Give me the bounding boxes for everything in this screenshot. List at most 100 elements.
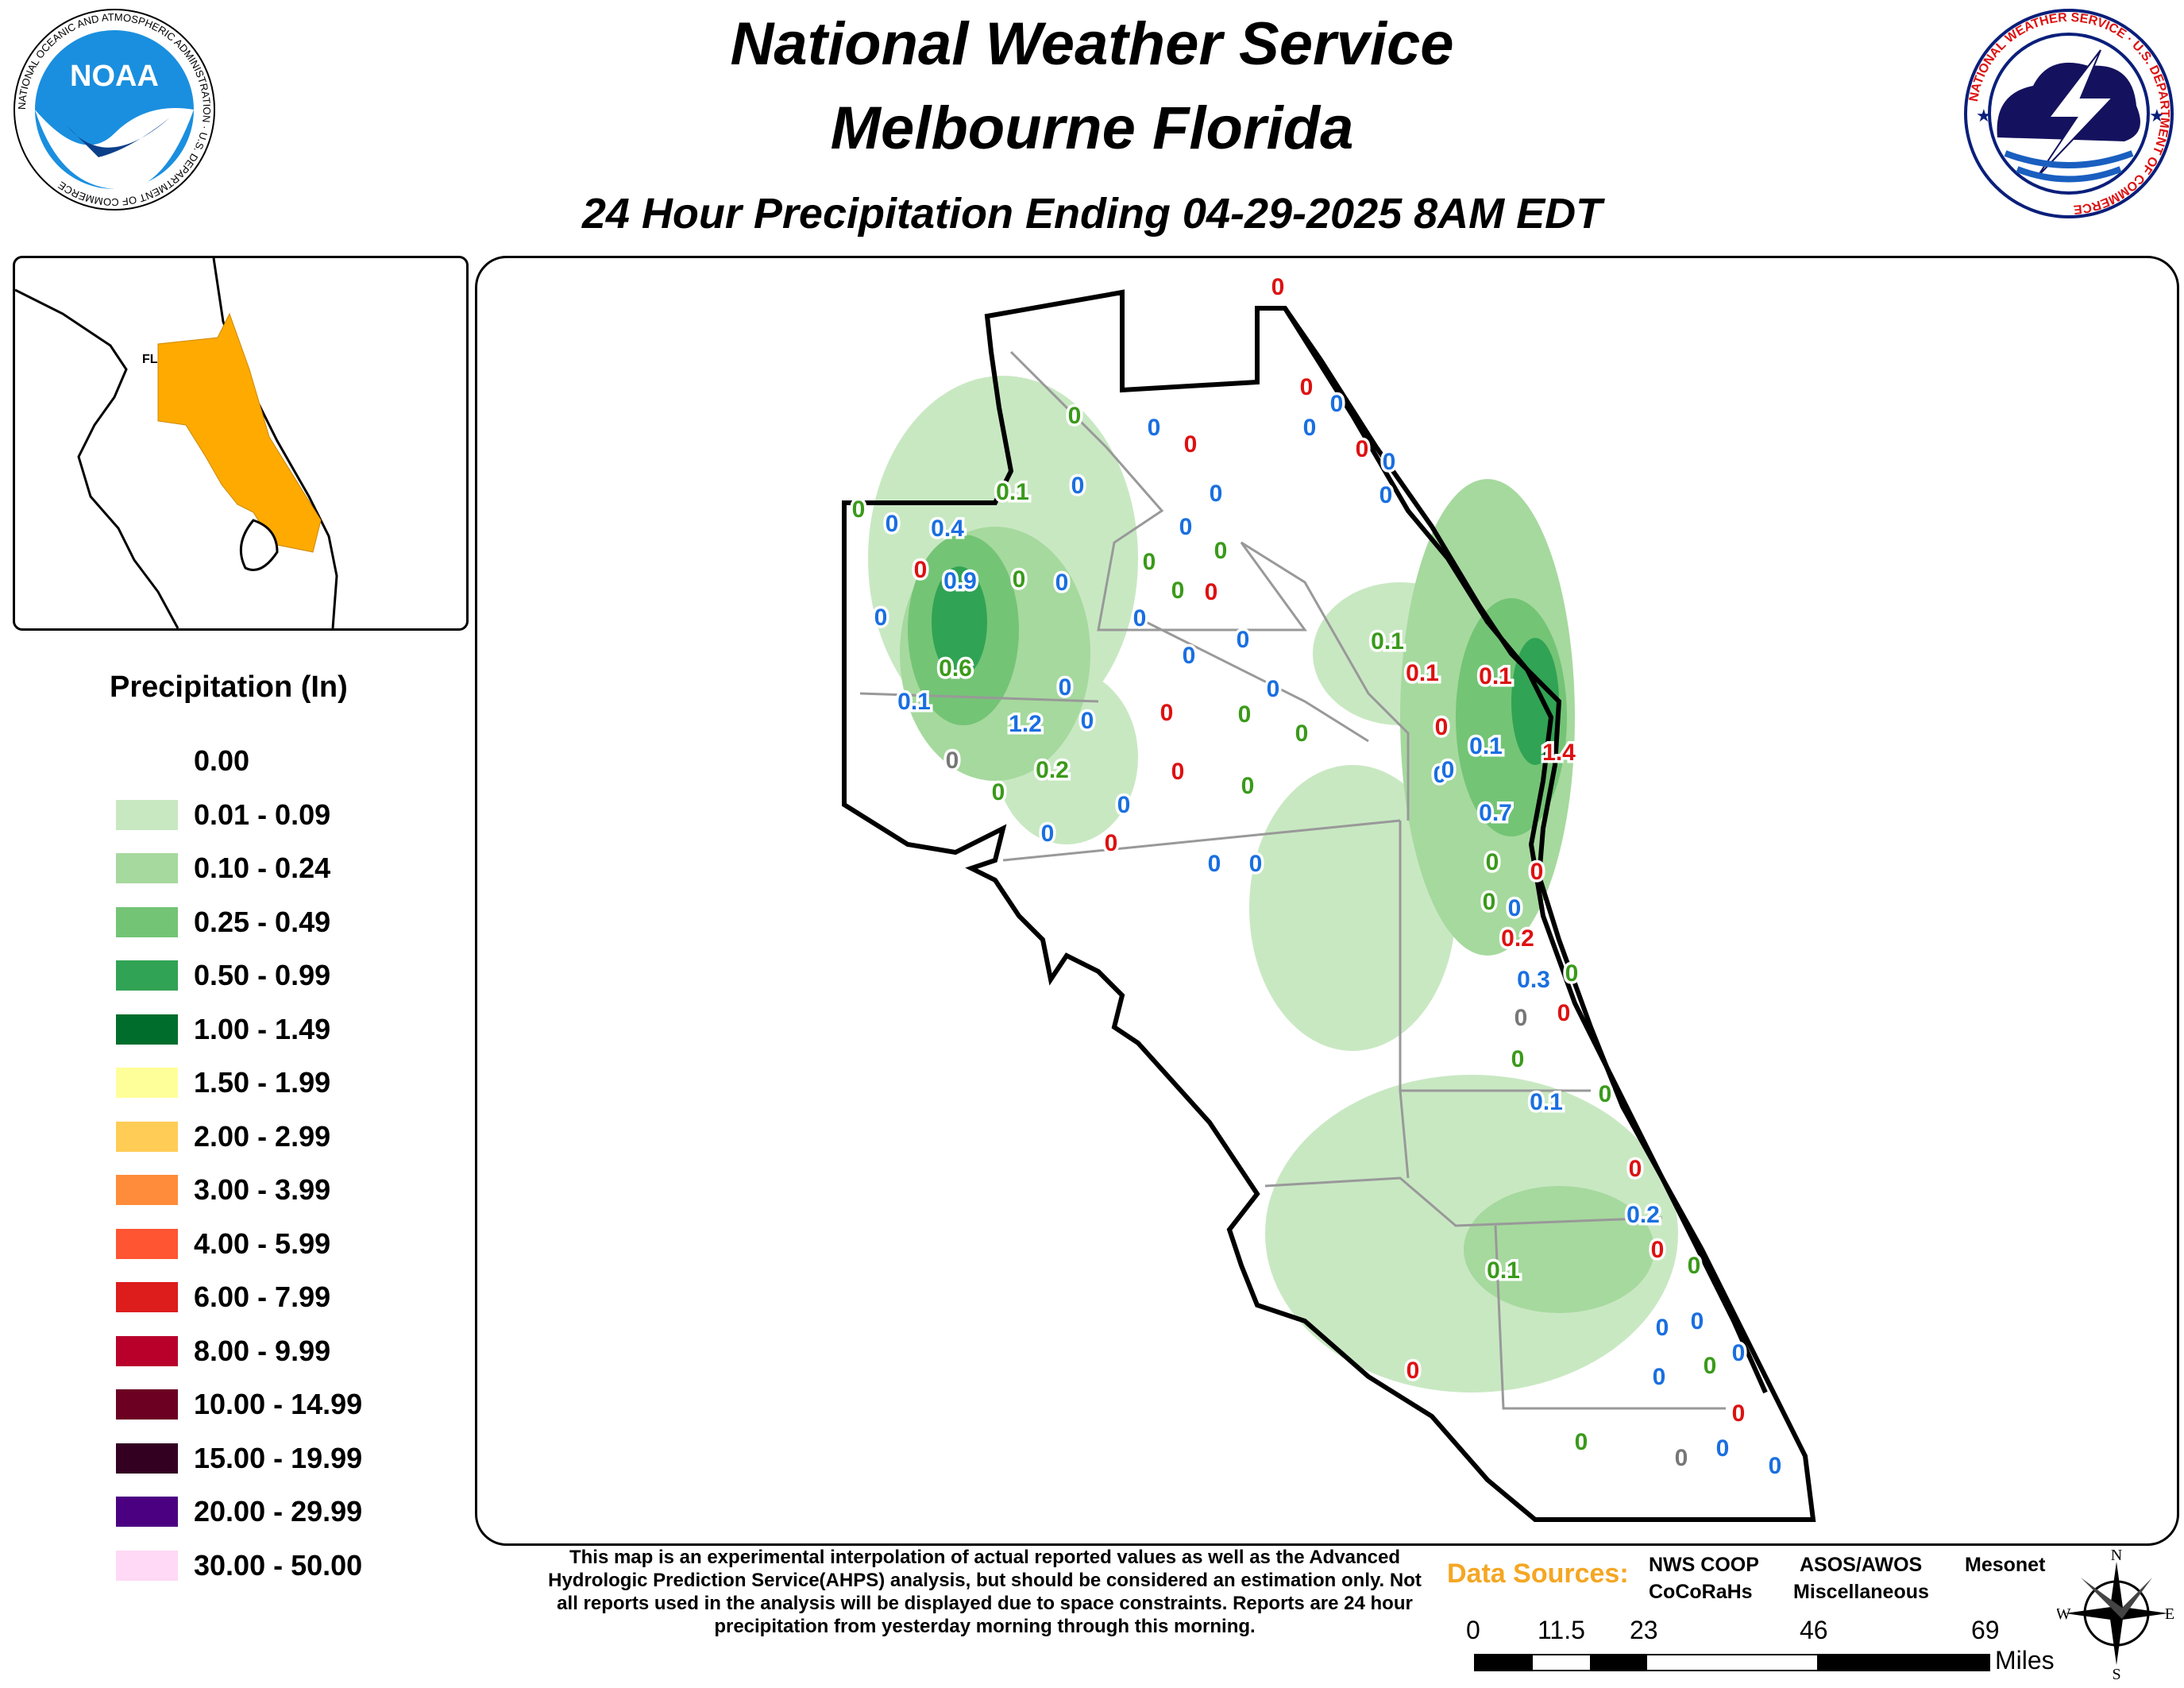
scale-tick-46: 46 <box>1800 1616 1828 1644</box>
legend-swatch <box>116 1228 178 1259</box>
legend-swatch <box>116 1068 178 1098</box>
station-value: 0.1 <box>1530 1089 1563 1115</box>
noaa-logo: NOAA NATIONAL OCEANIC AND ATMOSPHERIC AD… <box>11 6 218 213</box>
legend-swatch <box>116 906 178 937</box>
station-value: 0 <box>1055 570 1069 596</box>
station-value: 1.2 <box>1009 711 1042 737</box>
station-value: 0 <box>1081 708 1094 734</box>
inset-locator-map: FL <box>13 256 469 631</box>
station-value: 0.6 <box>939 655 972 682</box>
station-value: 0 <box>1159 700 1172 726</box>
legend-swatch <box>116 1175 178 1205</box>
legend-item: 1.50 - 1.99 <box>116 1065 330 1100</box>
legend-swatch <box>116 853 178 883</box>
station-value: 0 <box>1688 1253 1701 1279</box>
compass-rose: N S E W <box>2056 1546 2176 1683</box>
station-value: 0.1 <box>897 689 931 715</box>
station-value: 0 <box>914 557 928 583</box>
station-value: 0 <box>1171 577 1185 604</box>
source-nws-coop: NWS COOP <box>1649 1554 1759 1576</box>
station-value: 0 <box>1240 701 1253 728</box>
legend-label: 20.00 - 29.99 <box>194 1495 363 1528</box>
station-value: 0.2 <box>1036 757 1069 783</box>
legend-label: 30.00 - 50.00 <box>194 1548 363 1582</box>
station-value: 0 <box>1379 482 1393 508</box>
compass-s: S <box>2112 1666 2120 1681</box>
station-value: 0 <box>1179 514 1193 540</box>
source-cocorahs: CoCoRaHs <box>1649 1581 1753 1603</box>
legend-swatch <box>116 799 178 830</box>
station-value: 0 <box>1249 851 1263 877</box>
legend-swatch <box>116 1014 178 1045</box>
station-value: 0.1 <box>996 479 1029 505</box>
station-value: 0 <box>1599 1081 1612 1107</box>
map-subtitle: 24 Hour Precipitation Ending 04-29-2025 … <box>581 190 1603 238</box>
legend-swatch <box>116 1389 178 1420</box>
svg-text:★: ★ <box>2149 106 2165 126</box>
station-value: 0 <box>1041 821 1055 847</box>
station-value: 0 <box>1486 849 1499 875</box>
inset-state-label: FL <box>142 353 158 366</box>
nws-logo: ★ ★ NATIONAL WEATHER SERVICE · U.S. DEPA… <box>1962 6 2176 221</box>
station-value: 0 <box>1769 1453 1782 1479</box>
legend-item: 0.25 - 0.49 <box>116 905 330 940</box>
station-value: 0 <box>1716 1435 1730 1462</box>
station-value: 0 <box>1441 757 1455 783</box>
station-value: 0 <box>1238 701 1252 728</box>
station-value: 0 <box>1383 449 1396 475</box>
station-value: 0 <box>1732 1340 1746 1366</box>
station-value: 0 <box>1557 1000 1571 1026</box>
station-value: 0 <box>1184 431 1198 458</box>
station-value: 0 <box>1143 549 1156 575</box>
legend-swatch <box>116 1121 178 1152</box>
legend-label: 3.00 - 3.99 <box>194 1173 331 1206</box>
station-value: 0 <box>1330 391 1344 417</box>
legend-item: 0.50 - 0.99 <box>116 958 330 993</box>
legend-item: 2.00 - 2.99 <box>116 1119 330 1154</box>
station-value: 0 <box>1435 714 1449 740</box>
station-value: 0 <box>1356 436 1369 462</box>
station-value: 0 <box>1133 605 1147 632</box>
legend-swatch <box>116 1550 178 1581</box>
station-value: 0 <box>1508 895 1522 921</box>
legend-swatch <box>116 1282 178 1312</box>
station-value: 0 <box>1210 481 1223 507</box>
station-value: 0.1 <box>1406 660 1439 686</box>
county-boundaries <box>859 350 1726 1410</box>
station-value: 0 <box>1237 627 1250 653</box>
station-value: 0 <box>886 511 899 537</box>
title-line2: Melbourne Florida <box>830 95 1354 162</box>
station-value: 0.1 <box>1487 1257 1520 1284</box>
station-value: 0 <box>1160 701 1174 728</box>
station-value: 0 <box>1160 700 1174 726</box>
legend-swatch <box>116 1443 178 1474</box>
legend-label: 10.00 - 14.99 <box>194 1388 363 1420</box>
station-value: 0 <box>1651 1237 1665 1263</box>
legend-swatch <box>116 746 178 776</box>
station-value: 0 <box>852 496 866 523</box>
compass-e: E <box>2165 1605 2174 1623</box>
legend-swatch <box>116 1335 178 1366</box>
station-value: 0 <box>1171 759 1185 785</box>
source-miscellaneous: Miscellaneous <box>1793 1581 1929 1603</box>
station-value: 0 <box>1071 473 1085 499</box>
legend-label: 1.50 - 1.99 <box>194 1066 331 1099</box>
legend-swatch <box>116 1497 178 1527</box>
station-value: 0 <box>1105 830 1118 856</box>
legend-label: 0.50 - 0.99 <box>194 959 331 991</box>
precip-shading <box>868 376 1678 1393</box>
station-value: 0.1 <box>1479 663 1512 689</box>
legend-label: 8.00 - 9.99 <box>194 1334 331 1367</box>
scale-tick-69: 69 <box>1971 1616 2000 1644</box>
station-value: 0 <box>1294 719 1307 745</box>
station-value: 0.1 <box>1371 628 1404 655</box>
legend-label: 0.25 - 0.49 <box>194 905 331 938</box>
legend-item: 0.00 <box>116 744 249 778</box>
station-value: 0 <box>1068 403 1082 429</box>
legend-item: 6.00 - 7.99 <box>116 1280 330 1315</box>
legend-item: 30.00 - 50.00 <box>116 1548 362 1583</box>
station-value: 0 <box>1629 1156 1642 1182</box>
legend-swatch <box>116 960 178 991</box>
station-value: 0 <box>1295 720 1309 747</box>
